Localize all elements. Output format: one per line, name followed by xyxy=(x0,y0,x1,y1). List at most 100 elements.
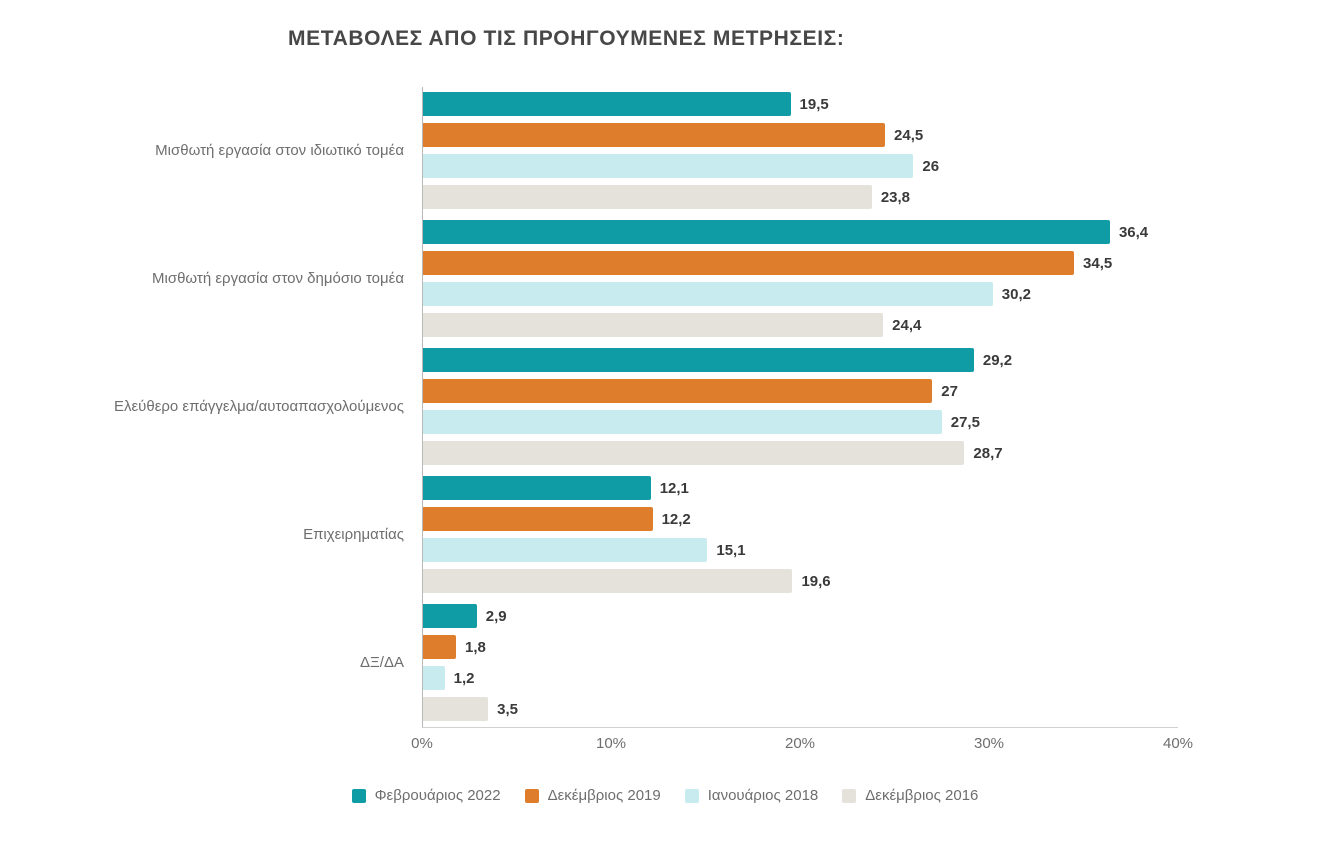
bar-series-1-category-4 xyxy=(422,635,457,659)
bar-series-2-category-2 xyxy=(422,410,942,434)
bar-value-label: 19,5 xyxy=(799,95,829,113)
chart-title: ΜΕΤΑΒΟΛΕΣ ΑΠΟ ΤΙΣ ΠΡΟΗΓΟΥΜΕΝΕΣ ΜΕΤΡΗΣΕΙΣ… xyxy=(288,27,845,50)
bar-line: 15,1 xyxy=(422,538,1178,562)
bar-line: 12,2 xyxy=(422,507,1178,531)
bar-line: 2,9 xyxy=(422,604,1178,628)
category-label: Μισθωτή εργασία στον ιδιωτικό τομέα xyxy=(155,142,404,159)
bar-value-label: 27,5 xyxy=(950,413,980,431)
category-row: Επιχειρηματίας 12,1 12,2 15,1 19,6 xyxy=(0,476,1178,593)
legend-item-0: Φεβρουάριος 2022 xyxy=(351,787,501,804)
bar-line: 27 xyxy=(422,379,1178,403)
bar-series-1-category-0 xyxy=(422,123,886,147)
bar-value-label: 1,2 xyxy=(453,669,475,687)
legend-item-2: Ιανουάριος 2018 xyxy=(684,787,819,804)
y-axis-line xyxy=(422,87,423,728)
bar-value-label: 19,6 xyxy=(801,572,831,590)
bars-group: 29,2 27 27,5 28,7 xyxy=(422,348,1178,465)
legend-item-1: Δεκέμβριος 2019 xyxy=(524,787,661,804)
bar-line: 24,5 xyxy=(422,123,1178,147)
legend-label: Δεκέμβριος 2016 xyxy=(865,787,979,804)
legend-swatch xyxy=(524,788,539,803)
bar-value-label: 2,9 xyxy=(485,607,507,625)
category-label: Μισθωτή εργασία στον δημόσιο τομέα xyxy=(152,270,404,287)
legend-label: Φεβρουάριος 2022 xyxy=(374,787,501,804)
legend-item-3: Δεκέμβριος 2016 xyxy=(842,787,978,804)
bar-value-label: 23,8 xyxy=(880,188,911,206)
bar-line: 3,5 xyxy=(422,697,1178,721)
bar-series-3-category-4 xyxy=(422,697,489,721)
x-tick-label: 30% xyxy=(973,735,1005,752)
bar-value-label: 26 xyxy=(922,157,940,175)
bar-value-label: 36,4 xyxy=(1118,223,1149,241)
bar-value-label: 3,5 xyxy=(497,700,518,718)
bar-value-label: 24,4 xyxy=(892,316,922,334)
bar-series-0-category-4 xyxy=(422,604,477,628)
bar-line: 12,1 xyxy=(422,476,1178,500)
bar-value-label: 27 xyxy=(941,382,958,400)
legend-swatch xyxy=(684,788,699,803)
bar-value-label: 12,2 xyxy=(661,510,691,528)
bar-value-label: 1,8 xyxy=(465,638,486,656)
category-row: Ελεύθερο επάγγελμα/αυτοαπασχολούμενος 29,… xyxy=(0,348,1178,465)
bar-line: 34,5 xyxy=(422,251,1178,275)
bar-line: 27,5 xyxy=(422,410,1178,434)
bar-series-0-category-2 xyxy=(422,348,974,372)
category-label: Ελεύθερο επάγγελμα/αυτοαπασχολούμενος xyxy=(113,398,404,415)
bar-line: 36,4 xyxy=(422,220,1178,244)
bar-value-label: 34,5 xyxy=(1083,254,1113,272)
category-row: Μισθωτή εργασία στον δημόσιο τομέα 36,4 34… xyxy=(0,220,1178,337)
category-label: Επιχειρηματίας xyxy=(303,526,404,543)
legend: Φεβρουάριος 2022 Δεκέμβριος 2019 Ιανουάριο… xyxy=(0,787,1330,804)
plot-area: Μισθωτή εργασία στον ιδιωτικό τομέα 19,5 2… xyxy=(0,87,1178,728)
bars-group: 19,5 24,5 26 23,8 xyxy=(422,92,1178,209)
x-tick-label: 10% xyxy=(595,735,627,752)
bar-series-3-category-0 xyxy=(422,185,872,209)
bar-value-label: 29,2 xyxy=(982,351,1013,369)
bar-value-label: 28,7 xyxy=(973,444,1003,462)
chart-area: Μισθωτή εργασία στον ιδιωτικό τομέα 19,5 2… xyxy=(0,87,1330,757)
bar-series-2-category-0 xyxy=(422,154,914,178)
category-label: ΔΞ/ΔΑ xyxy=(360,654,404,671)
bar-series-2-category-3 xyxy=(422,538,708,562)
category-row: Μισθωτή εργασία στον ιδιωτικό τομέα 19,5 2… xyxy=(0,92,1178,209)
bar-series-3-category-1 xyxy=(422,313,884,337)
bar-line: 28,7 xyxy=(422,441,1178,465)
x-tick-label: 0% xyxy=(411,735,433,752)
bar-series-1-category-2 xyxy=(422,379,933,403)
x-axis-line xyxy=(422,727,1178,728)
bar-value-label: 12,1 xyxy=(659,479,689,497)
x-tick-label: 40% xyxy=(1162,735,1194,752)
bar-series-2-category-4 xyxy=(422,666,445,690)
bar-series-0-category-1 xyxy=(422,220,1110,244)
bar-series-2-category-1 xyxy=(422,282,993,306)
bar-series-0-category-0 xyxy=(422,92,791,116)
bars-group: 36,4 34,5 30,2 24,4 xyxy=(422,220,1178,337)
bars-group: 2,9 1,8 1,2 3,5 xyxy=(422,604,1178,721)
bar-line: 1,2 xyxy=(422,666,1178,690)
legend-swatch xyxy=(351,788,366,803)
legend-label: Δεκέμβριος 2019 xyxy=(547,787,661,804)
x-tick-label: 20% xyxy=(784,735,816,752)
bar-line: 24,4 xyxy=(422,313,1178,337)
bar-line: 19,5 xyxy=(422,92,1178,116)
bar-value-label: 15,1 xyxy=(716,541,746,559)
bar-series-1-category-1 xyxy=(422,251,1075,275)
bar-line: 26 xyxy=(422,154,1178,178)
x-axis-ticks: 0% 10% 20% 30% 40% xyxy=(411,735,1193,757)
bar-line: 19,6 xyxy=(422,569,1178,593)
bar-series-0-category-3 xyxy=(422,476,651,500)
bars-group: 12,1 12,2 15,1 19,6 xyxy=(422,476,1178,593)
bar-series-3-category-2 xyxy=(422,441,965,465)
bar-value-label: 24,5 xyxy=(894,126,924,144)
chart-rows: Μισθωτή εργασία στον ιδιωτικό τομέα 19,5 2… xyxy=(0,92,1178,721)
bar-series-1-category-3 xyxy=(422,507,653,531)
bar-line: 29,2 xyxy=(422,348,1178,372)
legend-swatch xyxy=(842,788,857,803)
bar-line: 1,8 xyxy=(422,635,1178,659)
bar-line: 30,2 xyxy=(422,282,1178,306)
bar-line: 23,8 xyxy=(422,185,1178,209)
category-row: ΔΞ/ΔΑ 2,9 1,8 1,2 3,5 xyxy=(0,604,1178,721)
legend-label: Ιανουάριος 2018 xyxy=(707,787,819,804)
bar-value-label: 30,2 xyxy=(1001,285,1031,303)
